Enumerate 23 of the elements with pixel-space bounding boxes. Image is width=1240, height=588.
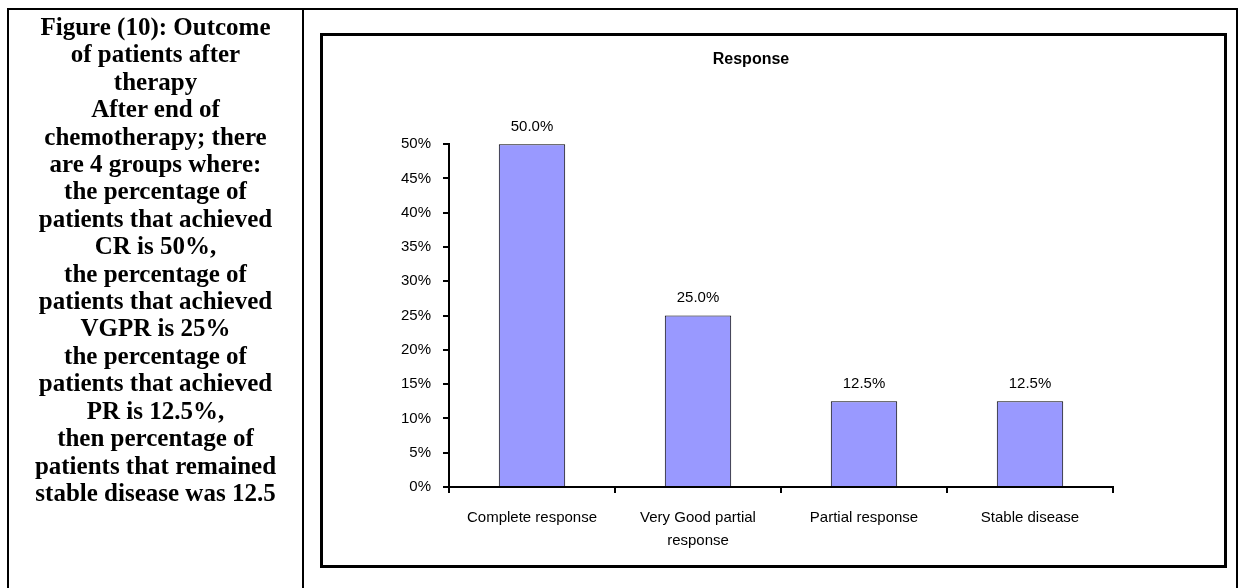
chart-title: Response <box>712 50 790 68</box>
x-tick-label: Very Good partial response <box>640 508 756 548</box>
y-tick-label: 10% <box>400 408 431 426</box>
y-tick-label: 15% <box>400 374 431 392</box>
data-label: 12.5% <box>1008 373 1052 391</box>
y-tick-label: 40% <box>400 202 431 220</box>
y-tick-label: 35% <box>400 237 431 255</box>
data-label: 12.5% <box>842 373 886 391</box>
y-tick-label: 50% <box>400 134 431 152</box>
y-tick-label: 0% <box>409 477 431 495</box>
text: then percentage of patients that remained stable disease was 12.5 <box>33 424 278 507</box>
x-tick-label: Partial response <box>809 508 919 526</box>
text: After end of chemotherapy; there are 4 groups where: <box>43 95 268 178</box>
y-tick-label: 20% <box>400 340 431 358</box>
x-tick-label: Stable disease <box>980 508 1080 526</box>
x-tick-label: Complete response <box>466 508 598 526</box>
text: Figure (10): Outcome of patients after therapy <box>39 13 272 96</box>
y-tick-label: 5% <box>409 442 431 460</box>
data-label: 50.0% <box>510 116 554 134</box>
y-tick-label: 30% <box>400 271 431 289</box>
data-label: 25.0% <box>676 288 720 306</box>
y-tick-label: 25% <box>400 305 431 323</box>
y-tick-label: 45% <box>400 168 431 186</box>
